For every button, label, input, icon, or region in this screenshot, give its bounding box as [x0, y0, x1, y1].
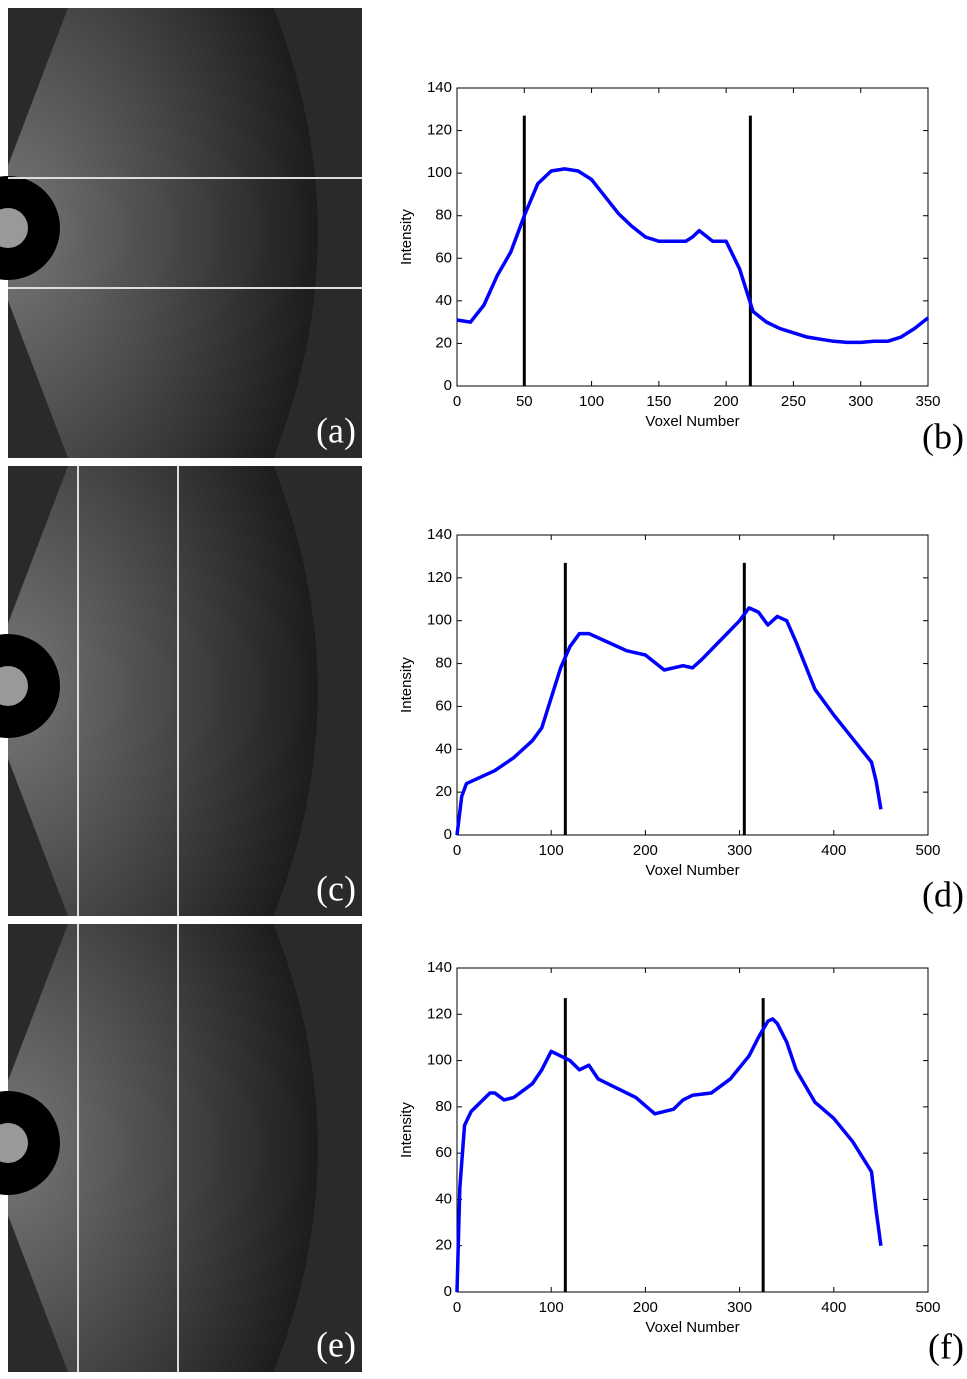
image-label: (c)	[316, 868, 356, 908]
x-tick-label: 300	[727, 842, 752, 859]
y-tick-label: 0	[444, 1283, 452, 1300]
y-tick-label: 60	[435, 1144, 452, 1161]
y-tick-label: 100	[427, 1052, 452, 1069]
y-tick-label: 40	[435, 740, 452, 757]
x-tick-label: 100	[579, 393, 604, 410]
y-tick-label: 100	[427, 612, 452, 629]
probe	[0, 634, 60, 738]
x-tick-label: 350	[915, 393, 940, 410]
y-tick-label: 140	[427, 526, 452, 543]
x-tick-label: 0	[453, 393, 461, 410]
intensity-line	[455, 1017, 883, 1293]
ultrasound-fan	[8, 8, 318, 458]
y-tick-label: 60	[435, 249, 452, 266]
x-tick-label: 200	[633, 842, 658, 859]
x-tick-label: 400	[821, 842, 846, 859]
x-tick-label: 100	[539, 1299, 564, 1316]
x-axis-label: Voxel Number	[645, 413, 739, 430]
intensity-line	[455, 606, 883, 836]
x-tick-label: 400	[821, 1299, 846, 1316]
ultrasound-fan	[8, 466, 318, 916]
probe	[0, 176, 60, 280]
plot-frame	[456, 967, 929, 1293]
x-tick-label: 300	[727, 1299, 752, 1316]
y-tick-label: 120	[427, 569, 452, 586]
y-tick-label: 60	[435, 697, 452, 714]
panel-label: (d)	[922, 874, 964, 914]
y-tick-label: 120	[427, 122, 452, 139]
x-tick-label: 500	[915, 842, 940, 859]
x-tick-label: 0	[453, 842, 461, 859]
image-label: (e)	[316, 1324, 356, 1364]
panel-label: (f)	[928, 1326, 964, 1366]
y-tick-label: 0	[444, 377, 452, 394]
y-tick-label: 80	[435, 207, 452, 224]
y-tick-label: 40	[435, 1190, 452, 1207]
y-tick-label: 20	[435, 783, 452, 800]
x-tick-label: 200	[714, 393, 739, 410]
x-tick-label: 0	[453, 1299, 461, 1316]
intensity-line	[456, 167, 930, 345]
y-tick-label: 20	[435, 1237, 452, 1254]
probe	[0, 1091, 60, 1195]
y-tick-label: 140	[427, 79, 452, 96]
y-tick-label: 0	[444, 826, 452, 843]
x-axis-label: Voxel Number	[645, 1319, 739, 1336]
y-tick-label: 80	[435, 655, 452, 672]
y-tick-label: 80	[435, 1098, 452, 1115]
image-label: (a)	[316, 410, 356, 450]
y-tick-label: 120	[427, 1005, 452, 1022]
x-tick-label: 100	[539, 842, 564, 859]
probe-center	[0, 1123, 28, 1163]
x-tick-label: 300	[848, 393, 873, 410]
y-tick-label: 40	[435, 292, 452, 309]
panel-label: (b)	[922, 416, 964, 456]
x-tick-label: 50	[516, 393, 533, 410]
x-tick-label: 500	[915, 1299, 940, 1316]
x-tick-label: 200	[633, 1299, 658, 1316]
ultrasound-fan	[8, 924, 318, 1372]
x-tick-label: 250	[781, 393, 806, 410]
y-tick-label: 140	[427, 959, 452, 976]
y-axis-label: Intensity	[398, 657, 415, 713]
y-axis-label: Intensity	[398, 209, 415, 265]
y-tick-label: 100	[427, 164, 452, 181]
x-axis-label: Voxel Number	[645, 862, 739, 879]
probe-center	[0, 666, 28, 706]
plot-frame	[456, 534, 929, 836]
y-axis-label: Intensity	[398, 1102, 415, 1158]
x-tick-label: 150	[646, 393, 671, 410]
probe-center	[0, 208, 28, 248]
y-tick-label: 20	[435, 334, 452, 351]
